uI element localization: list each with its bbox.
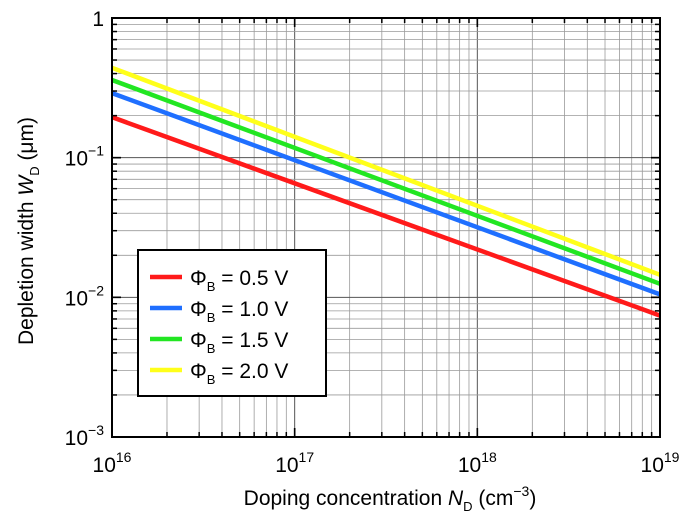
series-line-1 — [111, 115, 661, 318]
grid — [112, 18, 660, 437]
series-line-2 — [111, 90, 661, 297]
y-axis-label-var: W — [15, 174, 38, 196]
legend: ΦB = 0.5 VΦB = 1.0 VΦB = 1.5 VΦB = 2.0 V — [137, 249, 327, 397]
y-axis-label: Depletion width WD (μm) — [15, 117, 42, 345]
x-axis-label: Doping concentration ND (cm−3) — [244, 483, 537, 514]
y-tick-label: 1 — [92, 8, 104, 31]
y-axis-label-sub: D — [27, 166, 42, 175]
y-axis-label-text: Depletion width — [15, 196, 38, 345]
legend-value: = 0.5 V — [215, 267, 288, 290]
series-line-4 — [111, 65, 661, 277]
legend-value: = 1.5 V — [215, 329, 288, 352]
x-tick-label-base: 10 — [641, 454, 664, 477]
x-tick-label: 1016 — [93, 449, 132, 477]
legend-subscript: B — [207, 279, 216, 294]
legend-symbol: Φ — [190, 329, 207, 352]
y-tick-label-base: 1 — [92, 8, 104, 31]
legend-subscript: B — [207, 372, 216, 387]
x-tick-label: 1018 — [458, 449, 497, 477]
legend-symbol: Φ — [190, 360, 207, 383]
y-tick-label-exp: −3 — [88, 422, 104, 438]
y-tick-label-base: 10 — [65, 427, 88, 450]
legend-label-3: ΦB = 1.5 V — [190, 329, 288, 356]
legend-value: = 1.0 V — [215, 298, 288, 321]
x-tick-label: 1019 — [641, 449, 680, 477]
x-tick-label-exp: 18 — [481, 449, 497, 465]
x-axis-label-unit-close: ) — [529, 487, 536, 510]
legend-label-4: ΦB = 2.0 V — [190, 360, 288, 387]
x-axis-label-unit-open: (cm — [473, 487, 514, 510]
legend-value: = 2.0 V — [215, 360, 288, 383]
x-axis-label-text: Doping concentration — [244, 487, 448, 510]
plot-frame — [111, 17, 661, 438]
legend-subscript: B — [207, 341, 216, 356]
legend-symbol: Φ — [190, 298, 207, 321]
x-tick-label-base: 10 — [458, 454, 481, 477]
x-tick-label-exp: 16 — [116, 449, 132, 465]
x-axis-label-var: N — [448, 487, 464, 510]
y-tick-label: 10−1 — [65, 143, 105, 171]
x-tick-label-base: 10 — [275, 454, 298, 477]
legend-label-2: ΦB = 1.0 V — [190, 298, 288, 325]
y-tick-label: 10−3 — [65, 422, 105, 450]
y-axis-label-unit: (μm) — [15, 117, 38, 166]
x-tick-label-exp: 19 — [664, 449, 680, 465]
x-tick-label: 1017 — [275, 449, 314, 477]
x-tick-label-base: 10 — [93, 454, 116, 477]
series-line-3 — [111, 77, 661, 286]
y-tick-label-base: 10 — [65, 287, 88, 310]
y-tick-label: 10−2 — [65, 282, 105, 310]
legend-subscript: B — [207, 310, 216, 325]
x-axis-label-sup: −3 — [513, 483, 529, 499]
x-tick-label-exp: 17 — [299, 449, 315, 465]
y-tick-label-exp: −1 — [88, 143, 104, 159]
x-axis-label-sub: D — [463, 499, 472, 514]
series-lines — [111, 65, 661, 318]
y-tick-label-base: 10 — [65, 148, 88, 171]
y-tick-label-exp: −2 — [88, 282, 104, 298]
legend-symbol: Φ — [190, 267, 207, 290]
legend-label-1: ΦB = 0.5 V — [190, 267, 288, 294]
